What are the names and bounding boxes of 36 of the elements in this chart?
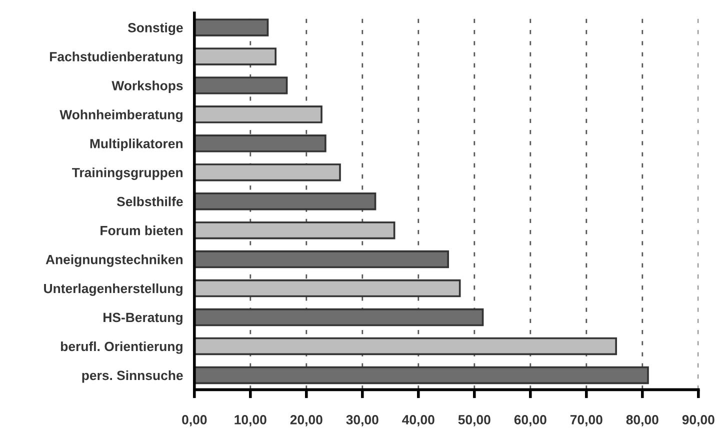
- y-tick-label: Wohnheimberatung: [60, 110, 182, 122]
- bar: [194, 18, 269, 36]
- x-tick-label: 90,00: [682, 415, 714, 426]
- y-tick-label: Trainingsgruppen: [72, 168, 182, 180]
- bar: [194, 337, 617, 356]
- x-tick-label: 40,00: [402, 415, 434, 426]
- y-tick-label: Forum bieten: [100, 226, 182, 236]
- bar: [194, 308, 484, 326]
- y-tick-label: pers. Sinnsuche: [82, 370, 183, 383]
- bar: [194, 106, 322, 124]
- y-tick-label: Selbsthilfe: [116, 196, 183, 206]
- bar: [194, 163, 341, 182]
- y-tick-label: Fachstudienberatung: [50, 52, 182, 64]
- x-tick-label: 60,00: [514, 415, 546, 426]
- bar: [194, 250, 449, 268]
- bar: [194, 221, 396, 240]
- bar: [194, 279, 461, 298]
- x-tick-label: 80,00: [626, 415, 658, 426]
- x-tick-label: 0,00: [182, 415, 207, 426]
- y-tick-label: Unterlagenherstellung: [44, 283, 182, 296]
- bar: [194, 134, 326, 152]
- bar: [194, 192, 376, 210]
- x-tick-label: 30,00: [346, 415, 378, 426]
- y-tick-label: Multiplikatoren: [90, 138, 182, 151]
- bar: [194, 76, 288, 94]
- y-tick-label: Workshops: [112, 80, 183, 93]
- y-tick-label: berufl. Orientierung: [61, 341, 182, 354]
- y-tick-label: HS-Beratung: [104, 312, 182, 325]
- x-tick-label: 10,00: [234, 415, 266, 426]
- x-tick-label: 50,00: [458, 415, 490, 426]
- bar: [194, 366, 649, 384]
- y-tick-label: Sonstige: [128, 22, 183, 36]
- y-tick-label: Aneignungstechniken: [46, 254, 182, 267]
- x-tick-label: 20,00: [290, 415, 322, 426]
- x-tick-label: 70,00: [570, 415, 602, 426]
- bar: [194, 48, 277, 66]
